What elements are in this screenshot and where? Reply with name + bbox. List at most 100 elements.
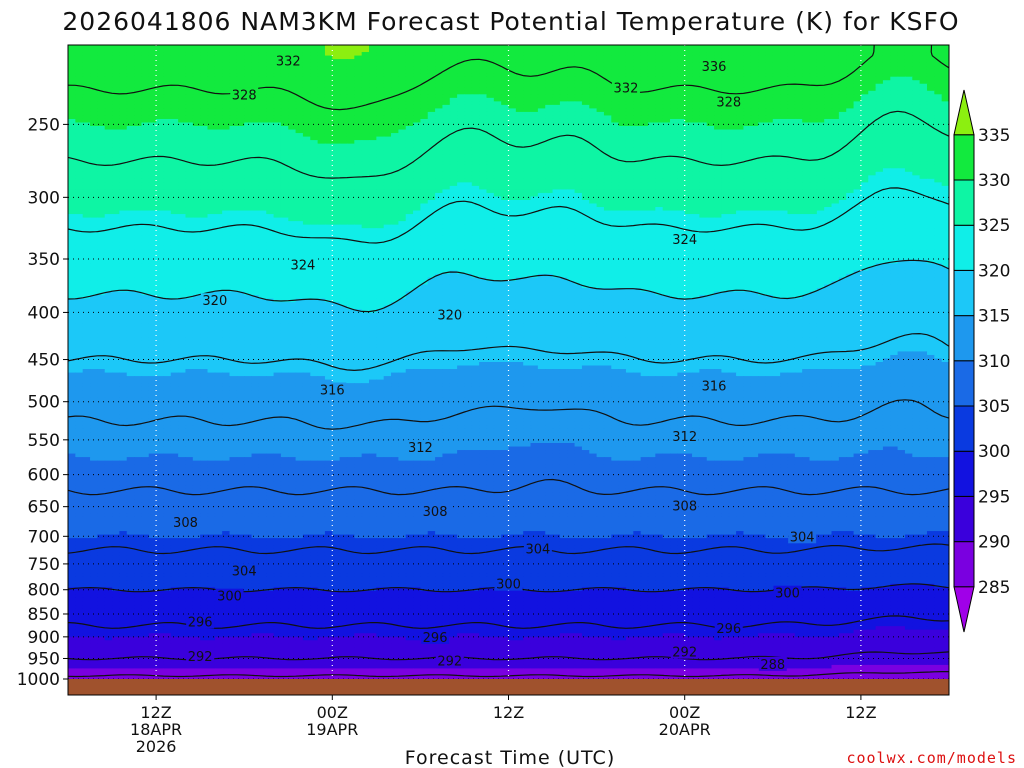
fill-cell xyxy=(531,84,539,88)
fill-cell xyxy=(641,80,649,84)
fill-cell xyxy=(611,108,619,112)
fill-cell xyxy=(68,52,76,56)
fill-cell xyxy=(97,108,105,112)
fill-cell xyxy=(178,119,186,123)
fill-cell xyxy=(215,87,223,91)
fill-cell xyxy=(310,80,318,84)
fill-cell xyxy=(942,108,950,112)
fill-cell xyxy=(560,87,568,91)
fill-cell xyxy=(105,108,113,112)
fill-cell xyxy=(134,70,142,74)
fill-cell xyxy=(751,84,759,88)
fill-cell xyxy=(743,101,751,105)
fill-cell xyxy=(435,56,443,60)
fill-cell xyxy=(538,52,546,56)
fill-cell xyxy=(545,56,553,60)
fill-cell xyxy=(765,73,773,77)
fill-cell xyxy=(200,105,208,109)
fill-cell xyxy=(332,80,340,84)
fill-cell xyxy=(274,115,282,119)
fill-cell xyxy=(920,80,928,84)
fill-cell xyxy=(244,84,252,88)
fill-cell xyxy=(171,56,179,60)
fill-cell xyxy=(655,91,663,95)
fill-cell xyxy=(362,87,370,91)
fill-cell xyxy=(413,56,421,60)
fill-cell xyxy=(494,87,502,91)
fill-cell xyxy=(839,119,847,123)
fill-cell xyxy=(119,94,127,98)
fill-cell xyxy=(281,112,289,116)
fill-cell xyxy=(244,59,252,63)
fill-cell xyxy=(501,56,509,60)
fill-cell xyxy=(641,63,649,67)
fill-cell xyxy=(509,119,517,123)
fill-cell xyxy=(604,108,612,112)
fill-cell xyxy=(560,73,568,77)
fill-cell xyxy=(876,108,884,112)
fill-cell xyxy=(663,70,671,74)
fill-cell xyxy=(773,59,781,63)
fill-cell xyxy=(207,105,215,109)
fill-cell xyxy=(310,45,318,49)
fill-cell xyxy=(442,112,450,116)
fill-cell xyxy=(244,119,252,123)
fill-cell xyxy=(509,87,517,91)
fill-cell xyxy=(795,73,803,77)
fill-cell xyxy=(802,105,810,109)
fill-cell xyxy=(486,52,494,56)
fill-cell xyxy=(927,98,935,102)
fill-cell xyxy=(560,52,568,56)
fill-cell xyxy=(648,59,656,63)
fill-cell xyxy=(134,119,142,123)
fill-cell xyxy=(670,70,678,74)
fill-cell xyxy=(303,91,311,95)
fill-cell xyxy=(663,45,671,49)
fill-cell xyxy=(97,52,105,56)
fill-cell xyxy=(127,56,135,60)
fill-cell xyxy=(134,66,142,70)
fill-cell xyxy=(567,84,575,88)
fill-cell xyxy=(141,52,149,56)
fill-cell xyxy=(824,119,832,123)
fill-cell xyxy=(127,59,135,63)
fill-cell xyxy=(75,108,83,112)
fill-cell xyxy=(112,59,120,63)
fill-cell xyxy=(75,73,83,77)
fill-cell xyxy=(846,98,854,102)
fill-cell xyxy=(545,80,553,84)
fill-cell xyxy=(347,101,355,105)
fill-cell xyxy=(75,63,83,67)
fill-cell xyxy=(604,112,612,116)
fill-cell xyxy=(222,84,230,88)
fill-cell xyxy=(876,98,884,102)
fill-cell xyxy=(252,63,260,67)
fill-cell xyxy=(185,91,193,95)
fill-cell xyxy=(765,45,773,49)
fill-cell xyxy=(582,105,590,109)
fill-cell xyxy=(685,73,693,77)
fill-cell xyxy=(582,49,590,53)
fill-cell xyxy=(758,101,766,105)
fill-cell xyxy=(575,84,583,88)
fill-cell xyxy=(692,45,700,49)
fill-cell xyxy=(743,119,751,123)
fill-cell xyxy=(810,70,818,74)
fill-cell xyxy=(509,80,517,84)
fill-cell xyxy=(486,77,494,81)
fill-cell xyxy=(90,49,98,53)
fill-cell xyxy=(905,49,913,53)
fill-cell xyxy=(435,94,443,98)
fill-cell xyxy=(927,115,935,119)
fill-cell xyxy=(780,49,788,53)
fill-cell xyxy=(75,77,83,81)
fill-cell xyxy=(193,49,201,53)
fill-cell xyxy=(846,94,854,98)
fill-cell xyxy=(765,108,773,112)
fill-cell xyxy=(604,98,612,102)
fill-cell xyxy=(156,59,164,63)
fill-cell xyxy=(890,94,898,98)
fill-cell xyxy=(193,101,201,105)
fill-cell xyxy=(215,70,223,74)
fill-cell xyxy=(222,112,230,116)
